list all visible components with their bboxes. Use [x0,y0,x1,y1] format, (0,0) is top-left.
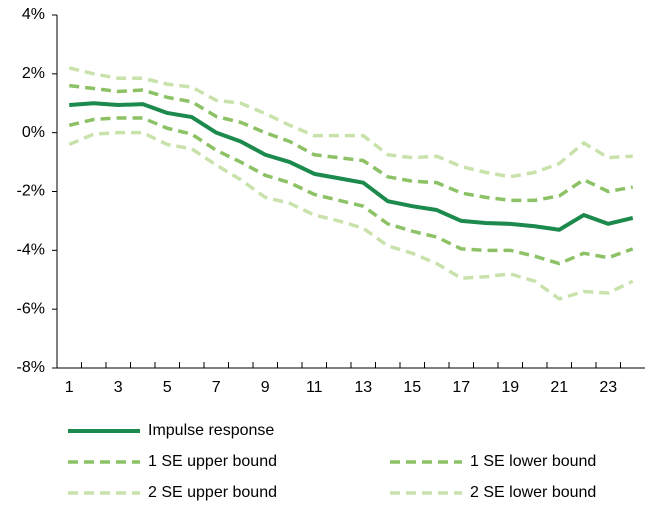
x-tick-label: 17 [452,379,470,396]
y-tick-label: 4% [22,6,45,23]
y-tick-label: -2% [17,183,45,200]
y-tick-label: -8% [17,359,45,376]
x-tick-label: 23 [599,379,617,396]
legend-label: 1 SE upper bound [148,453,277,470]
x-tick-label: 21 [550,379,568,396]
x-tick-label: 19 [501,379,519,396]
x-tick-label: 1 [65,379,74,396]
series-line [68,130,634,301]
y-tick-label: 0% [22,124,45,141]
series-line [69,83,634,203]
x-tick-label: 9 [261,379,270,396]
legend-label: 2 SE lower bound [470,484,596,501]
x-tick-label: 3 [114,379,123,396]
series-line [68,116,634,266]
y-tick-label: 2% [22,65,45,82]
x-tick-label: 7 [212,379,221,396]
y-tick-label: -4% [17,242,45,259]
x-tick-label: 11 [306,379,323,396]
series-line [69,101,634,232]
x-tick-label: 5 [163,379,172,396]
series-line [68,66,633,179]
y-tick-label: -6% [17,300,45,317]
legend-label: Impulse response [148,422,274,439]
x-tick-label: 15 [403,379,421,396]
legend-label: 2 SE upper bound [148,484,277,501]
legend-label: 1 SE lower bound [470,453,596,470]
x-tick-label: 13 [354,379,372,396]
